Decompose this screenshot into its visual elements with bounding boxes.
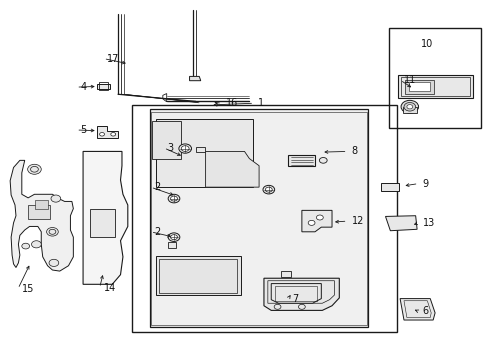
- Circle shape: [263, 185, 274, 194]
- Bar: [408, 82, 429, 91]
- Polygon shape: [10, 160, 73, 271]
- Circle shape: [49, 229, 56, 234]
- Circle shape: [179, 144, 191, 153]
- Circle shape: [274, 304, 281, 309]
- Text: 14: 14: [103, 283, 116, 293]
- Bar: [159, 258, 237, 293]
- Bar: [281, 271, 290, 277]
- Circle shape: [111, 132, 116, 136]
- Bar: [380, 183, 398, 192]
- Bar: [90, 208, 115, 237]
- Text: 4: 4: [80, 82, 86, 92]
- Circle shape: [51, 195, 61, 202]
- Text: 3: 3: [167, 143, 173, 153]
- Text: 5: 5: [80, 125, 86, 135]
- Polygon shape: [399, 298, 434, 320]
- Circle shape: [265, 187, 272, 192]
- Text: 12: 12: [351, 216, 363, 226]
- Bar: [400, 77, 469, 96]
- Circle shape: [400, 100, 418, 113]
- Text: 17: 17: [107, 54, 120, 64]
- Circle shape: [307, 220, 314, 225]
- Circle shape: [406, 105, 412, 109]
- Bar: [402, 108, 416, 113]
- Text: 16: 16: [225, 98, 238, 108]
- Bar: [156, 256, 241, 295]
- Circle shape: [30, 166, 38, 172]
- Circle shape: [168, 194, 180, 203]
- Polygon shape: [271, 284, 321, 303]
- Text: 10: 10: [420, 39, 432, 49]
- Bar: [152, 121, 181, 158]
- Polygon shape: [287, 155, 314, 166]
- Bar: [167, 242, 176, 248]
- Bar: [97, 84, 110, 89]
- Polygon shape: [149, 109, 368, 327]
- Circle shape: [403, 103, 415, 111]
- Polygon shape: [189, 76, 201, 81]
- Circle shape: [100, 132, 104, 136]
- Circle shape: [298, 304, 305, 309]
- Polygon shape: [205, 152, 259, 187]
- Circle shape: [181, 146, 189, 152]
- Text: 1: 1: [258, 98, 264, 108]
- Bar: [28, 205, 50, 219]
- Polygon shape: [301, 210, 331, 232]
- Circle shape: [319, 157, 326, 163]
- Circle shape: [31, 241, 41, 248]
- Text: 11: 11: [403, 75, 415, 85]
- Polygon shape: [97, 126, 118, 138]
- Bar: [274, 287, 317, 301]
- Text: 2: 2: [154, 182, 161, 192]
- Circle shape: [170, 235, 177, 240]
- Circle shape: [316, 215, 323, 220]
- Text: 8: 8: [351, 147, 357, 157]
- Bar: [388, 28, 480, 128]
- Polygon shape: [264, 278, 339, 310]
- Bar: [99, 82, 108, 90]
- Text: 6: 6: [422, 306, 427, 316]
- Circle shape: [49, 259, 59, 266]
- Bar: [156, 119, 253, 187]
- Text: 9: 9: [422, 179, 427, 189]
- Bar: [131, 105, 396, 332]
- Circle shape: [168, 233, 180, 242]
- Text: 13: 13: [422, 218, 434, 228]
- Circle shape: [170, 196, 177, 201]
- Polygon shape: [83, 152, 127, 284]
- Circle shape: [46, 228, 58, 236]
- Circle shape: [22, 243, 30, 249]
- Text: 15: 15: [22, 284, 34, 294]
- Circle shape: [28, 164, 41, 174]
- Bar: [196, 147, 204, 152]
- Bar: [35, 200, 47, 208]
- Text: 2: 2: [154, 227, 161, 237]
- Bar: [397, 75, 472, 98]
- Polygon shape: [385, 216, 416, 231]
- Bar: [404, 80, 433, 94]
- Text: 7: 7: [291, 294, 298, 303]
